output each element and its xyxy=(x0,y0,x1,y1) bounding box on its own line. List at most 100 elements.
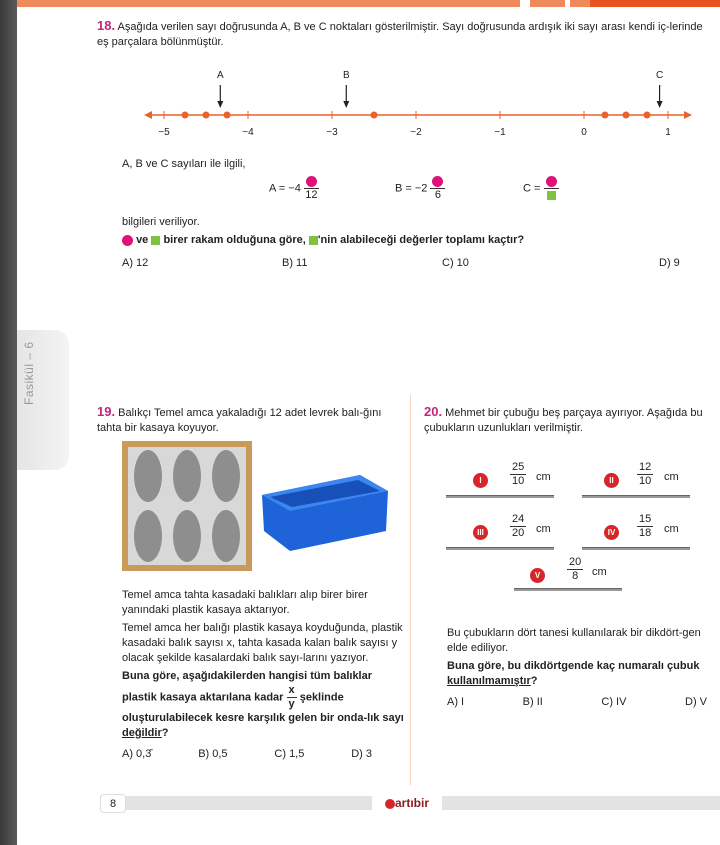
square-symbol xyxy=(308,235,318,245)
unit: cm xyxy=(592,566,607,578)
rod-line xyxy=(446,495,554,498)
square-symbol xyxy=(546,190,556,200)
q18-question-ve: ve xyxy=(136,234,149,246)
point-dot xyxy=(202,111,210,119)
side-tab-label: Fasikül – 6 xyxy=(22,341,36,405)
rod-length: 12 10 xyxy=(637,461,654,487)
question-20-text: 20. Mehmet bir çubuğu beş parçaya ayırıy… xyxy=(424,404,719,436)
question-number: 18. xyxy=(97,18,116,33)
rod-line xyxy=(582,495,690,498)
point-dot xyxy=(223,111,231,119)
marker-label: C xyxy=(656,70,663,81)
tick-label: −1 xyxy=(494,127,506,138)
q19-paragraph-1: Temel amca tahta kasadaki balıkları alıp… xyxy=(122,589,368,616)
unit: cm xyxy=(664,471,679,483)
equation-b: B = −2 6 xyxy=(395,175,446,202)
q20-question-negation: kullanılmamıştır xyxy=(447,675,531,687)
option-a[interactable]: A) 12 xyxy=(122,257,149,269)
option-a[interactable]: A) I xyxy=(447,696,465,708)
option-b[interactable]: B) II xyxy=(522,696,543,708)
equation-b-left: B = −2 xyxy=(395,182,428,195)
option-c[interactable]: C) 1,5 xyxy=(274,748,305,760)
rod-line xyxy=(582,547,690,550)
page-number: 8 xyxy=(100,794,126,813)
q19-question-end: ? xyxy=(161,727,169,739)
question-number: 19. xyxy=(97,404,116,419)
column-divider xyxy=(410,395,411,785)
fraction: 12 xyxy=(303,175,319,202)
point-dot xyxy=(622,111,630,119)
tick-label: −2 xyxy=(410,127,422,138)
q19-paragraph-2: Temel amca her balığı plastik kasaya koy… xyxy=(122,622,403,664)
denominator: 6 xyxy=(434,189,442,201)
wooden-crate-fish-image xyxy=(122,441,252,571)
rod-length: 20 8 xyxy=(567,556,584,582)
number-line: −5 −4 −3 −2 −1 0 1 A B C xyxy=(144,70,692,138)
rod-length: 24 20 xyxy=(510,513,527,539)
numerator: x xyxy=(286,684,297,698)
q19-question-a: Buna göre, aşağıdakilerden hangisi tüm b… xyxy=(122,670,373,704)
q20-body: Bu çubukların dört tanesi kullanılarak b… xyxy=(447,626,719,708)
book-spine xyxy=(0,0,17,845)
question-19-body: Balıkçı Temel amca yakaladığı 12 adet le… xyxy=(97,407,382,434)
question-number: 20. xyxy=(424,404,443,419)
q20-paragraph: Bu çubukların dört tanesi kullanılarak b… xyxy=(447,627,701,654)
option-d[interactable]: D) 3 xyxy=(351,748,372,760)
marker-label: B xyxy=(343,70,350,81)
right-arrow-icon xyxy=(684,111,692,119)
circle-symbol xyxy=(432,175,444,187)
rod-length: 25 10 xyxy=(510,461,527,487)
q20-question-end: ? xyxy=(530,675,538,687)
rod-number-badge: IV xyxy=(604,525,619,540)
unit: cm xyxy=(664,523,679,535)
rod-length: 15 18 xyxy=(637,513,654,539)
option-b[interactable]: B) 0,5 xyxy=(198,748,228,760)
top-color-bar xyxy=(0,0,720,7)
option-b[interactable]: B) 11 xyxy=(282,257,308,269)
publisher-logo: artıbir xyxy=(372,792,442,814)
option-c[interactable]: C) IV xyxy=(601,696,627,708)
tick-label: 0 xyxy=(581,127,587,138)
denominator: 12 xyxy=(305,189,318,201)
marker-label: A xyxy=(217,70,224,81)
option-d[interactable]: D) V xyxy=(685,696,707,708)
point-dot xyxy=(601,111,609,119)
q19-body: Temel amca tahta kasadaki balıkları alıp… xyxy=(122,588,404,760)
option-c[interactable]: C) 10 xyxy=(442,257,469,269)
q20-question-a: Buna göre, bu dikdörtgende kaç numaralı … xyxy=(447,660,700,672)
equation-c-left: C = xyxy=(523,182,541,195)
point-dot xyxy=(370,111,378,119)
q18-intro: A, B ve C sayıları ile ilgili, xyxy=(122,158,246,170)
equation-c: C = xyxy=(523,175,559,202)
unit: cm xyxy=(536,471,551,483)
equation-a: A = −4 12 xyxy=(269,175,319,202)
rod-number-badge: II xyxy=(604,473,619,488)
tick-label: −5 xyxy=(158,127,170,138)
tick-label: 1 xyxy=(665,127,671,138)
question-19-text: 19. Balıkçı Temel amca yakaladığı 12 ade… xyxy=(97,404,397,436)
fraction xyxy=(543,175,559,202)
option-d[interactable]: D) 9 xyxy=(659,257,680,269)
rod-number-badge: I xyxy=(473,473,488,488)
q20-question: Buna göre, bu dikdörtgende kaç numaralı … xyxy=(447,659,719,689)
q19-question-negation: değildir xyxy=(122,727,162,739)
plastic-crate-image xyxy=(262,475,388,551)
arrow-down-icon xyxy=(217,101,224,108)
square-symbol xyxy=(151,235,161,245)
option-a[interactable]: A) 0,3̄ xyxy=(122,748,152,760)
question-20-body: Mehmet bir çubuğu beş parçaya ayırıyor. … xyxy=(424,407,703,434)
rod-line xyxy=(446,547,554,550)
q19-options: A) 0,3̄ B) 0,5 C) 1,5 D) 3 xyxy=(122,748,372,760)
point-dot xyxy=(181,111,189,119)
q18-question-mid: birer rakam olduğuna göre, xyxy=(163,234,306,246)
tick-label: −4 xyxy=(242,127,254,138)
circle-symbol xyxy=(122,234,133,246)
tick-label: −3 xyxy=(326,127,338,138)
circle-symbol xyxy=(545,175,557,187)
q18-given: bilgileri veriliyor. xyxy=(122,216,200,228)
arrow-down-icon xyxy=(656,101,663,108)
question-18-text: 18. Aşağıda verilen sayı doğrusunda A, B… xyxy=(97,18,717,50)
logo-text: artıbir xyxy=(394,796,429,810)
circle-symbol xyxy=(305,175,317,187)
